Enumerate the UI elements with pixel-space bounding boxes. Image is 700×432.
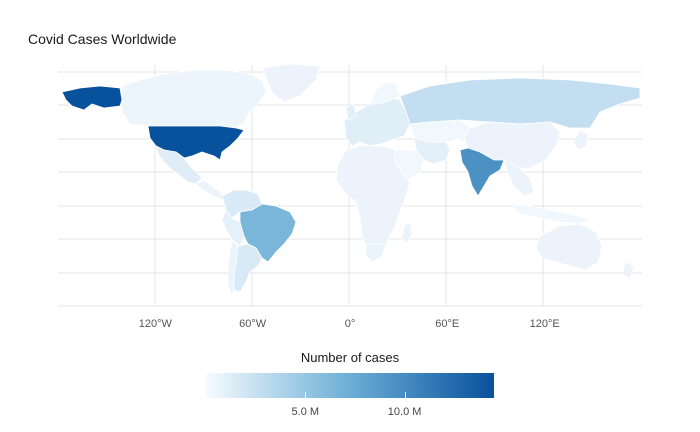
country-africa (335, 145, 411, 255)
x-tick-label: 0° (345, 318, 356, 330)
legend-tick-label: 10.0 M (387, 406, 422, 418)
legend-colorbar (206, 373, 494, 398)
country-new-zealand (621, 261, 635, 279)
x-tick-label: 60°W (239, 318, 267, 330)
country-russia (399, 77, 641, 129)
x-tick-label: 120°W (139, 318, 173, 330)
country-uk (345, 103, 357, 121)
country-india (459, 147, 505, 197)
country-greenland (261, 63, 321, 103)
country-mexico (155, 145, 203, 185)
country-japan (573, 129, 589, 151)
country-madagascar (401, 221, 413, 245)
country-australia (535, 223, 603, 271)
countries (61, 63, 641, 297)
country-scandinavia (369, 81, 401, 105)
country-central-asia (409, 119, 471, 143)
legend-tick-mark (404, 392, 406, 398)
country-indonesia (509, 203, 591, 225)
chart-title: Covid Cases Worldwide (28, 31, 177, 47)
country-alaska (61, 85, 123, 111)
x-tick-label: 60°E (435, 318, 459, 330)
legend-title: Number of cases (300, 350, 400, 365)
country-brazil (239, 203, 297, 263)
country-south-africa (365, 243, 387, 263)
x-axis: 120°W 60°W 0° 60°E 120°E (139, 318, 560, 330)
legend-tick-mark (305, 392, 307, 398)
legend-tick-label: 5.0 M (291, 406, 320, 418)
country-canada (121, 69, 267, 129)
x-tick-label: 120°E (530, 318, 560, 330)
country-se-asia (503, 159, 535, 197)
country-central-america (195, 179, 227, 201)
country-argentina (233, 243, 263, 293)
